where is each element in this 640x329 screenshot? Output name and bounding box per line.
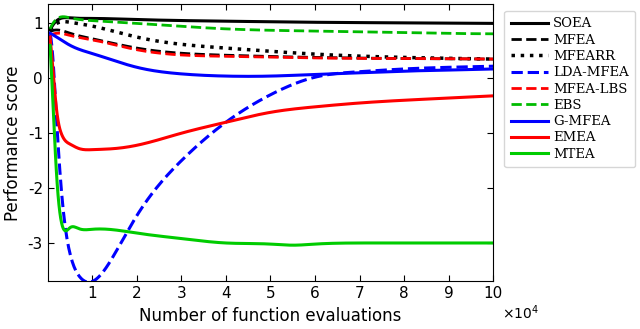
MFEARR [257, 49, 265, 53]
MTEA [259, 242, 267, 246]
EBS [479, 32, 487, 36]
MFEARR [311, 52, 319, 56]
EMEA [257, 112, 265, 116]
MFEA-LBS [46, 34, 54, 38]
G-MFEA [410, 69, 418, 73]
LDA-MFEA [85, 280, 93, 284]
X-axis label: Number of function evaluations: Number of function evaluations [140, 307, 402, 325]
Y-axis label: Performance score: Performance score [4, 65, 22, 220]
LDA-MFEA [260, 96, 268, 100]
MFEA [257, 54, 265, 58]
LDA-MFEA [311, 75, 319, 79]
EBS [257, 28, 265, 32]
MTEA [410, 241, 418, 245]
EMEA [83, 148, 91, 152]
MFEA [53, 28, 61, 32]
EBS [260, 28, 268, 32]
MFEARR [46, 28, 54, 32]
MFEA-LBS [311, 56, 319, 60]
EBS [410, 31, 418, 35]
MFEARR [260, 49, 268, 53]
SOEA [260, 20, 268, 24]
LDA-MFEA [46, 32, 54, 36]
G-MFEA [311, 72, 319, 76]
EMEA [410, 98, 418, 102]
G-MFEA [479, 67, 487, 71]
MFEA-LBS [257, 55, 265, 59]
MFEA [410, 57, 418, 61]
Line: EMEA: EMEA [50, 37, 493, 150]
EBS [287, 29, 294, 33]
Line: MTEA: MTEA [50, 45, 493, 245]
EMEA [489, 94, 497, 98]
MTEA [479, 241, 487, 245]
MFEA-LBS [54, 31, 62, 35]
MFEA [479, 57, 487, 61]
Line: MFEA-LBS: MFEA-LBS [50, 33, 493, 59]
Line: MFEA: MFEA [50, 30, 493, 59]
LDA-MFEA [489, 64, 497, 68]
EBS [311, 29, 319, 33]
MFEA [489, 57, 497, 61]
Line: MFEARR: MFEARR [50, 22, 493, 59]
MFEA [46, 30, 54, 34]
Line: SOEA: SOEA [50, 18, 493, 30]
MFEARR [60, 20, 68, 24]
MFEA-LBS [489, 57, 497, 61]
SOEA [257, 20, 265, 24]
G-MFEA [244, 74, 252, 78]
EMEA [260, 112, 268, 115]
G-MFEA [257, 74, 265, 78]
EBS [60, 15, 67, 19]
LDA-MFEA [479, 64, 487, 68]
SOEA [46, 28, 54, 32]
MTEA [257, 242, 264, 246]
Line: EBS: EBS [50, 17, 493, 34]
MFEA [260, 54, 268, 58]
EMEA [287, 107, 294, 111]
LDA-MFEA [410, 66, 418, 70]
MTEA [489, 241, 497, 245]
MTEA [286, 243, 294, 247]
MFEA-LBS [410, 57, 418, 61]
MFEARR [489, 57, 497, 61]
MFEA [287, 55, 294, 59]
MTEA [311, 242, 319, 246]
EBS [489, 32, 497, 36]
SOEA [479, 21, 487, 25]
Line: LDA-MFEA: LDA-MFEA [50, 34, 493, 282]
LDA-MFEA [257, 98, 265, 102]
MTEA [289, 243, 297, 247]
EMEA [311, 105, 319, 109]
SOEA [489, 21, 497, 25]
MFEARR [410, 56, 418, 60]
Legend: SOEA, MFEA, MFEARR, LDA-MFEA, MFEA-LBS, EBS, G-MFEA, EMEA, MTEA: SOEA, MFEA, MFEARR, LDA-MFEA, MFEA-LBS, … [504, 11, 636, 167]
G-MFEA [46, 31, 54, 35]
MFEA-LBS [260, 55, 268, 59]
G-MFEA [287, 73, 294, 77]
G-MFEA [489, 67, 497, 71]
MFEA [311, 56, 319, 60]
EBS [46, 27, 54, 31]
Text: $\times10^4$: $\times10^4$ [502, 304, 539, 322]
LDA-MFEA [287, 83, 294, 87]
MTEA [46, 43, 54, 47]
MFEARR [479, 57, 487, 61]
SOEA [287, 20, 294, 24]
Line: G-MFEA: G-MFEA [50, 33, 493, 76]
MFEA-LBS [287, 56, 294, 60]
EMEA [479, 94, 487, 98]
SOEA [61, 16, 69, 20]
G-MFEA [260, 74, 268, 78]
MFEA-LBS [479, 57, 487, 61]
EMEA [46, 35, 54, 39]
SOEA [410, 21, 418, 25]
MFEARR [287, 51, 294, 55]
SOEA [311, 20, 319, 24]
